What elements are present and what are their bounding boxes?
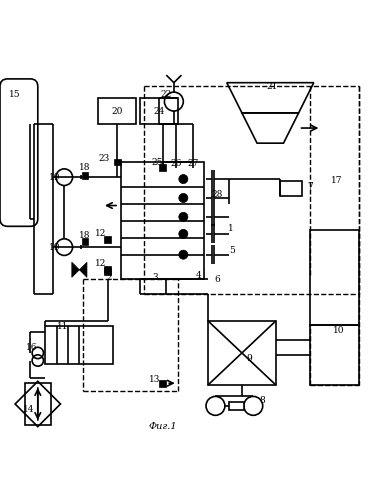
Text: 19: 19 bbox=[49, 243, 60, 251]
Bar bbox=[104, 266, 111, 273]
Text: 10: 10 bbox=[333, 326, 344, 335]
Text: 27: 27 bbox=[187, 159, 198, 168]
Bar bbox=[208, 321, 276, 385]
Bar bbox=[45, 327, 113, 365]
Polygon shape bbox=[72, 262, 87, 277]
Bar bbox=[82, 172, 88, 179]
Text: 5: 5 bbox=[229, 247, 235, 255]
Bar bbox=[140, 98, 178, 124]
Text: 18: 18 bbox=[79, 163, 91, 172]
Bar bbox=[280, 181, 302, 196]
Bar bbox=[229, 402, 244, 410]
Text: Фиг.1: Фиг.1 bbox=[148, 422, 177, 431]
Circle shape bbox=[179, 230, 188, 239]
Text: 1: 1 bbox=[228, 224, 234, 233]
Text: 11: 11 bbox=[57, 322, 68, 331]
Text: 26: 26 bbox=[170, 159, 181, 168]
Text: 9: 9 bbox=[246, 354, 253, 363]
Circle shape bbox=[179, 212, 188, 222]
Bar bbox=[98, 98, 136, 124]
Text: 13: 13 bbox=[149, 375, 161, 384]
Text: 18: 18 bbox=[79, 231, 91, 240]
Bar bbox=[104, 268, 111, 275]
Text: 16: 16 bbox=[26, 343, 38, 352]
Text: 15: 15 bbox=[9, 90, 21, 99]
Text: 8: 8 bbox=[260, 396, 266, 405]
Text: 12: 12 bbox=[94, 229, 106, 238]
Circle shape bbox=[179, 193, 188, 203]
Bar bbox=[159, 164, 166, 171]
Text: 28: 28 bbox=[212, 190, 223, 199]
Bar bbox=[104, 236, 111, 243]
Bar bbox=[121, 162, 204, 279]
Text: 25: 25 bbox=[151, 157, 163, 166]
Circle shape bbox=[179, 250, 188, 259]
Text: 14: 14 bbox=[23, 405, 34, 414]
Text: 7: 7 bbox=[307, 182, 313, 191]
Text: 12: 12 bbox=[94, 259, 106, 268]
Circle shape bbox=[179, 174, 188, 184]
Text: 23: 23 bbox=[98, 154, 110, 163]
Text: 24: 24 bbox=[153, 107, 164, 116]
Bar bbox=[25, 383, 51, 425]
Text: 2: 2 bbox=[107, 273, 112, 282]
Bar bbox=[159, 380, 166, 386]
Text: 20: 20 bbox=[112, 107, 123, 116]
Bar bbox=[82, 238, 88, 245]
Bar bbox=[114, 159, 121, 165]
Text: 6: 6 bbox=[214, 275, 220, 284]
Text: 22: 22 bbox=[161, 90, 172, 99]
Text: 4: 4 bbox=[195, 271, 201, 280]
Bar bbox=[310, 230, 359, 325]
Text: 17: 17 bbox=[331, 176, 342, 185]
Text: 19: 19 bbox=[49, 173, 60, 182]
Text: 21: 21 bbox=[266, 82, 278, 91]
Text: 3: 3 bbox=[152, 273, 158, 282]
Bar bbox=[310, 325, 359, 385]
